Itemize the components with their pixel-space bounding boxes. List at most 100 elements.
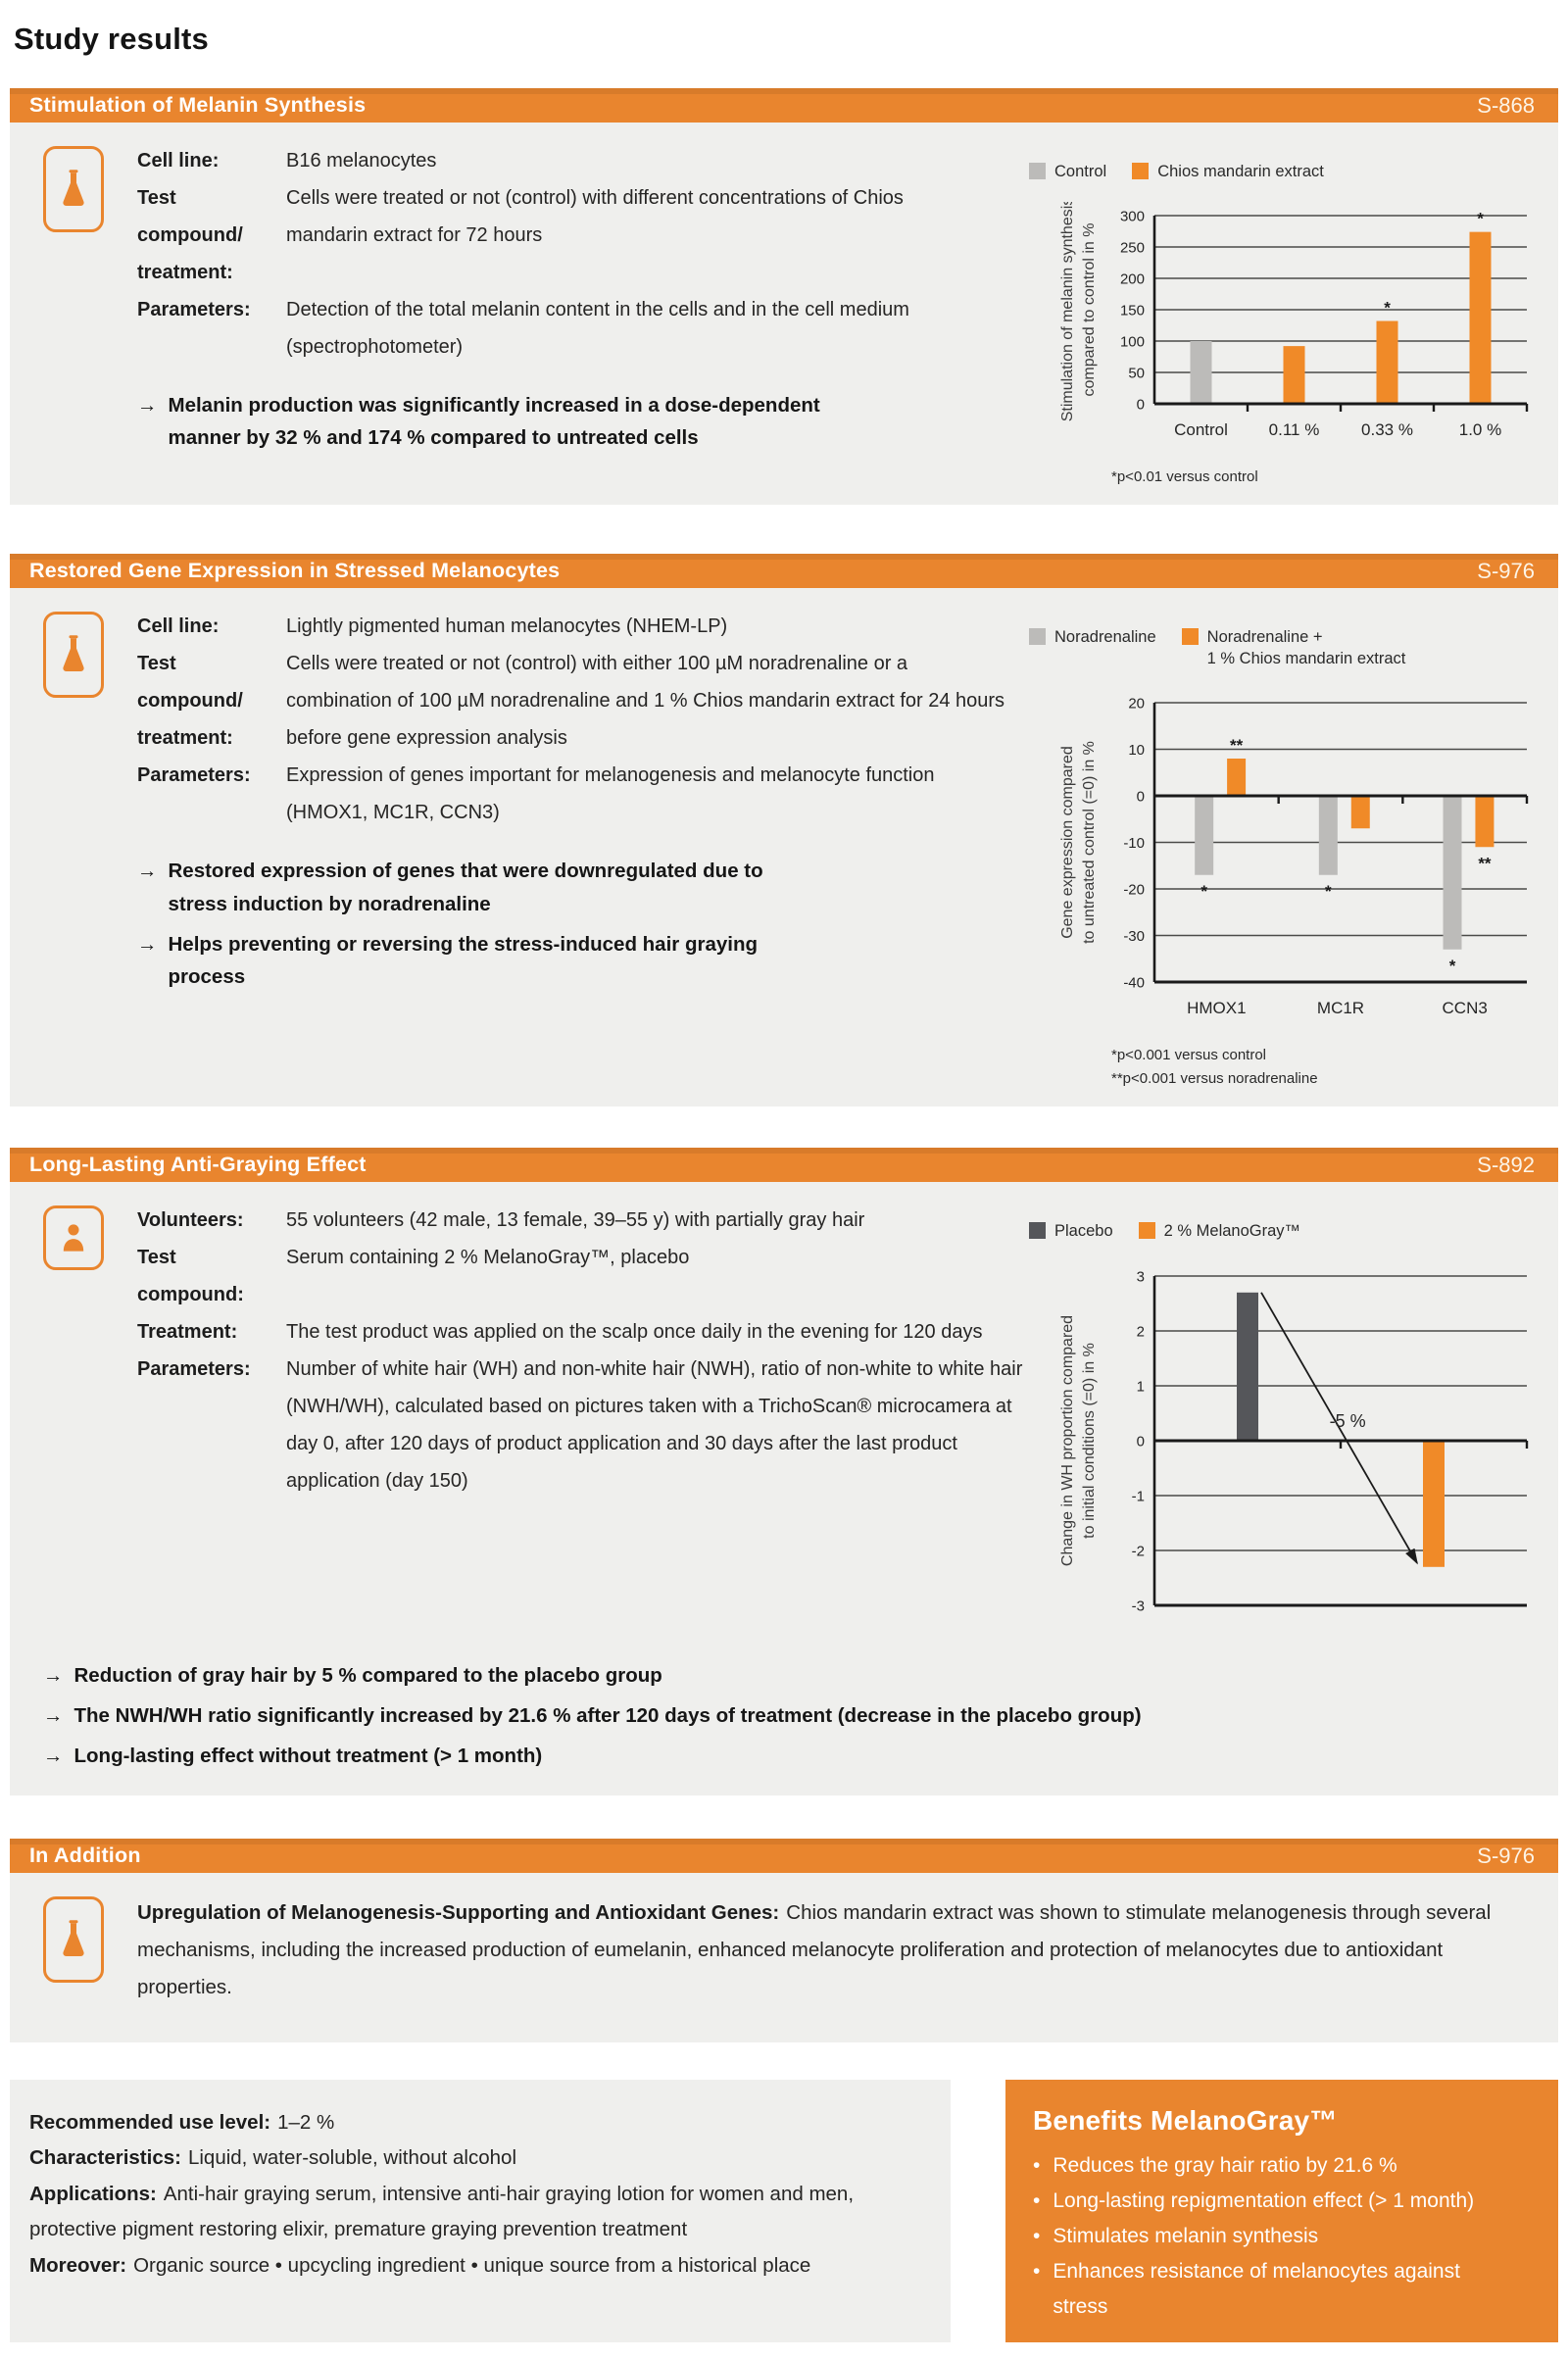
info-value: Lightly pigmented human melanocytes (NHE… [286,615,728,638]
usage-label: Recommended use level: [29,2110,271,2134]
flask-glyph [63,635,84,672]
info-value: 55 volunteers (42 male, 13 female, 39–55… [286,1209,865,1232]
info-label: Test compound/ treatment: [137,653,243,750]
legend-item: 2 % MelanoGray™ [1138,1221,1300,1242]
info-value: Serum containing 2 % MelanoGray™, placeb… [286,1247,690,1269]
usage-text: 1–2 % [277,2110,335,2134]
section-anti-graying: Long-Lasting Anti-Graying Effect S-892 V… [10,1148,1558,1796]
study-code: S-868 [1477,92,1535,118]
svg-text:*: * [1325,882,1332,901]
legend-label: Noradrenaline + 1 % Chios mandarin extra… [1206,628,1406,667]
usage-row: Applications: Anti-hair graying serum, in… [29,2177,921,2248]
info-value: Detection of the total melanin content i… [286,299,909,358]
usage-label: Moreover: [29,2253,127,2277]
svg-text:HMOX1: HMOX1 [1187,999,1246,1017]
bullet-icon: • [1033,2224,1041,2247]
flask-icon [43,1896,104,1984]
info-row: Test compound/ treatment: Cells were tre… [137,645,1027,757]
legend-item: Noradrenaline [1029,627,1156,669]
svg-text:*: * [1477,210,1484,228]
legend-item: Noradrenaline + 1 % Chios mandarin extra… [1181,627,1406,669]
benefit-text: Reduces the gray hair ratio by 21.6 % [1053,2153,1397,2177]
usage-row: Recommended use level: 1–2 % [29,2105,921,2140]
svg-text:-20: -20 [1123,882,1145,899]
conclusion-text: Reduction of gray hair by 5 % compared t… [74,1663,662,1687]
section-body: Upregulation of Melanogenesis-Supporting… [10,1873,1558,2042]
arrow-icon: → [43,1745,64,1768]
melanin-synthesis-chart-block: Control Chios mandarin extract 300 250 200 1… [1027,142,1537,489]
info-row: Test compound: Serum containing 2 % Mela… [137,1239,1027,1313]
chart-legend: Placebo 2 % MelanoGray™ [1029,1221,1537,1242]
svg-text:*: * [1200,882,1207,901]
svg-text:to initial conditions (=0) in: to initial conditions (=0) in % [1081,1343,1098,1539]
conclusions: → Restored expression of genes that were… [137,855,789,993]
info-label: Parameters: [137,764,251,787]
info-value: Cells were treated or not (control) with… [286,653,1005,750]
info-value: Number of white hair (WH) and non-white … [286,1358,1023,1493]
info-row: Parameters: Number of white hair (WH) an… [137,1351,1027,1500]
flask-icon [43,146,104,232]
info-row: Cell line: Lightly pigmented human melan… [137,608,1027,645]
legend-item: Chios mandarin extract [1132,162,1324,182]
chart-footnote: *p<0.001 versus control [1111,1047,1267,1064]
legend-swatch [1132,163,1150,179]
svg-text:compared to control in %: compared to control in % [1081,223,1098,397]
svg-text:250: 250 [1120,240,1145,257]
page-title: Study results [14,22,209,56]
study-code: S-976 [1477,558,1535,583]
info-label: Parameters: [137,299,251,320]
svg-text:Control: Control [1174,420,1228,439]
benefit-text: Stimulates melanin synthesis [1053,2224,1319,2247]
svg-text:Gene expression compared: Gene expression compared [1059,747,1076,940]
svg-text:**: ** [1230,736,1244,755]
icon-column [43,142,137,489]
info-value: The test product was applied on the scal… [286,1321,983,1344]
svg-text:-5 %: -5 % [1330,1411,1366,1431]
info-value: B16 melanocytes [286,150,437,172]
bullet-icon: • [1033,2153,1041,2177]
svg-text:1: 1 [1137,1378,1145,1395]
svg-text:MC1R: MC1R [1317,999,1364,1017]
section-body: Cell line: B16 melanocytes Test compound… [10,123,1558,506]
chart-footnotes: *p<0.001 versus control **p<0.001 versus … [1111,1044,1537,1091]
icon-column [43,1202,137,1637]
usage-label: Applications: [29,2182,157,2205]
svg-text:Change in WH proportion compar: Change in WH proportion compared [1059,1315,1076,1566]
legend-label: Control [1054,163,1107,180]
legend-swatch [1029,628,1046,646]
icon-column [43,1893,137,2026]
info-label: Cell line: [137,150,220,172]
svg-text:150: 150 [1120,303,1145,320]
conclusion-text: Long-lasting effect without treatment (>… [74,1745,543,1768]
section-header: Stimulation of Melanin Synthesis S-868 [10,88,1558,123]
usage-text: Anti-hair graying serum, intensive anti-… [29,2182,855,2241]
svg-text:300: 300 [1120,209,1145,225]
person-glyph [63,1224,84,1252]
section-gene-expression: Restored Gene Expression in Stressed Mel… [10,554,1558,1107]
conclusion: → Melanin production was significantly i… [137,389,833,454]
svg-text:-10: -10 [1123,835,1145,852]
info-value: Expression of genes important for melano… [286,764,935,824]
legend-swatch [1029,1222,1046,1240]
svg-text:50: 50 [1128,366,1145,382]
info-row: Parameters: Expression of genes importan… [137,757,1027,831]
legend-label: Placebo [1054,1222,1113,1241]
chart-footnote: *p<0.01 versus control [1111,468,1258,486]
bottom-row: Recommended use level: 1–2 % Characterist… [10,2079,1558,2343]
legend-item: Placebo [1029,1221,1113,1242]
svg-text:0: 0 [1137,397,1145,414]
legend-swatch [1181,628,1199,646]
paragraph-text: Chios mandarin extract was shown to stim… [137,1901,1492,1999]
conclusions: → Reduction of gray hair by 5 % compared… [43,1659,1537,1781]
usage-row: Moreover: Organic source • upcycling ingr… [29,2248,921,2284]
svg-text:2: 2 [1137,1323,1145,1340]
chart-footnotes: *p<0.01 versus control [1111,466,1537,489]
section-body: Cell line: Lightly pigmented human melan… [10,588,1558,1107]
info-value: Cells were treated or not (control) with… [286,187,904,246]
section-title: Stimulation of Melanin Synthesis [29,93,367,117]
benefit-item: • Reduces the gray hair ratio by 21.6 % [1033,2148,1523,2184]
benefit-text: Long-lasting repigmentation effect (> 1 … [1053,2188,1475,2212]
section-body: Volunteers: 55 volunteers (42 male, 13 f… [10,1182,1558,1796]
